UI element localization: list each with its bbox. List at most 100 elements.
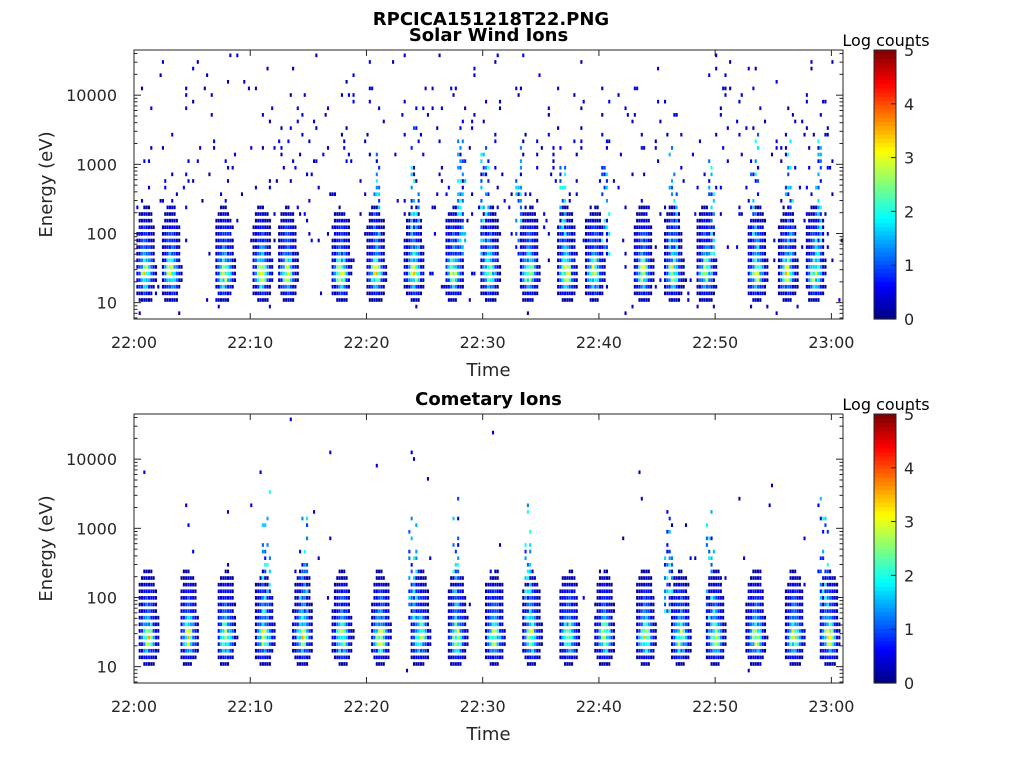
spectrogram-cell <box>775 79 778 84</box>
spectrogram-cell <box>784 146 787 150</box>
spectrogram-cell <box>215 232 218 236</box>
spectrogram-cell <box>636 602 639 607</box>
spectrogram-cell <box>285 251 288 256</box>
spectrogram-cell <box>350 648 353 653</box>
spectrogram-cell <box>571 238 574 243</box>
spectrogram-cell <box>636 596 639 600</box>
spectrogram-cell <box>271 629 274 633</box>
spectrogram-cell <box>387 589 390 594</box>
spectrogram-cell <box>457 139 460 144</box>
spectrogram-cell <box>152 596 155 600</box>
spectrogram-cell <box>415 298 418 302</box>
spectrogram-cell <box>347 648 350 653</box>
spectrogram-cell <box>347 225 350 230</box>
spectrogram-cell <box>673 284 676 289</box>
spectrogram-cell <box>457 629 460 633</box>
spectrogram-cell <box>568 251 571 256</box>
colorbar-step <box>874 66 896 72</box>
spectrogram-cell <box>254 635 257 640</box>
spectrogram-cell <box>759 298 762 302</box>
spectrogram-cell <box>340 271 343 276</box>
spectrogram-cell <box>538 271 541 276</box>
spectrogram-cell <box>378 271 381 276</box>
spectrogram-cell <box>524 132 527 137</box>
spectrogram-cell <box>491 245 495 249</box>
spectrogram-cell <box>789 298 792 302</box>
spectrogram-cell <box>680 132 683 137</box>
spectrogram-cell <box>310 629 313 633</box>
spectrogram-cell <box>496 635 499 640</box>
spectrogram-cell <box>587 232 590 236</box>
spectrogram-cell <box>185 238 188 243</box>
spectrogram-cell <box>675 609 678 613</box>
spectrogram-cell <box>189 642 192 646</box>
spectrogram-cell <box>561 205 564 210</box>
spectrogram-cell <box>687 291 690 296</box>
spectrogram-cell <box>422 152 425 157</box>
spectrogram-cell <box>784 609 787 613</box>
spectrogram-cell <box>633 251 636 256</box>
spectrogram-cell <box>810 205 813 210</box>
spectrogram-cell <box>564 622 567 627</box>
spectrogram-cell <box>645 582 648 587</box>
spectrogram-cell <box>561 258 564 263</box>
spectrogram-cell <box>756 576 760 580</box>
spectrogram-cell <box>531 569 534 574</box>
spectrogram-cell <box>796 271 799 276</box>
spectrogram-cell <box>763 238 767 243</box>
spectrogram-cell <box>338 655 341 660</box>
x-tick-label: 23:00 <box>808 333 854 352</box>
spectrogram-cell <box>373 218 376 223</box>
spectrogram-cell <box>143 278 146 282</box>
spectrogram-cell <box>624 205 627 210</box>
spectrogram-cell <box>340 251 343 256</box>
spectrogram-cell <box>338 245 341 249</box>
spectrogram-cell <box>192 609 195 613</box>
spectrogram-cell <box>329 536 332 541</box>
spectrogram-cell <box>675 291 678 296</box>
spectrogram-cell <box>496 245 499 249</box>
spectrogram-cell <box>789 629 792 633</box>
spectrogram-cell <box>150 245 153 249</box>
spectrogram-cell <box>568 278 571 282</box>
spectrogram-cell <box>794 615 797 620</box>
spectrogram-cell <box>331 291 334 296</box>
spectrogram-cell <box>529 225 532 230</box>
spectrogram-cell <box>643 298 646 302</box>
spectrogram-cell <box>340 258 343 263</box>
spectrogram-cell <box>566 245 569 249</box>
spectrogram-cell <box>571 615 574 620</box>
spectrogram-cell <box>187 629 190 633</box>
spectrogram-cell <box>761 271 764 276</box>
spectrogram-cell <box>603 172 606 177</box>
spectrogram-cell <box>299 662 302 666</box>
spectrogram-cell <box>533 238 536 243</box>
spectrogram-cell <box>536 609 539 613</box>
spectrogram-cell <box>668 529 671 534</box>
spectrogram-cell <box>750 642 753 646</box>
spectrogram-cell <box>594 265 597 269</box>
spectrogram-cell <box>515 185 518 190</box>
spectrogram-cell <box>517 192 520 197</box>
spectrogram-cell <box>601 582 604 587</box>
spectrogram-cell <box>271 596 274 600</box>
spectrogram-cell <box>573 93 576 97</box>
spectrogram-cell <box>375 185 378 190</box>
spectrogram-cell <box>498 589 502 594</box>
spectrogram-cell <box>812 251 815 256</box>
spectrogram-cell <box>147 238 151 243</box>
spectrogram-cell <box>185 589 188 594</box>
spectrogram-cell <box>380 265 383 269</box>
spectrogram-cell <box>524 284 527 289</box>
spectrogram-cell <box>538 265 541 269</box>
spectrogram-cell <box>533 648 536 653</box>
spectrogram-cell <box>564 265 567 269</box>
spectrogram-cell <box>533 291 536 296</box>
spectrogram-cell <box>257 225 260 230</box>
spectrogram-cell <box>405 284 409 289</box>
spectrogram-cell <box>491 622 495 627</box>
spectrogram-cell <box>136 278 139 282</box>
spectrogram-cell <box>336 622 339 627</box>
spectrogram-cell <box>347 284 350 289</box>
spectrogram-cell <box>182 655 185 660</box>
